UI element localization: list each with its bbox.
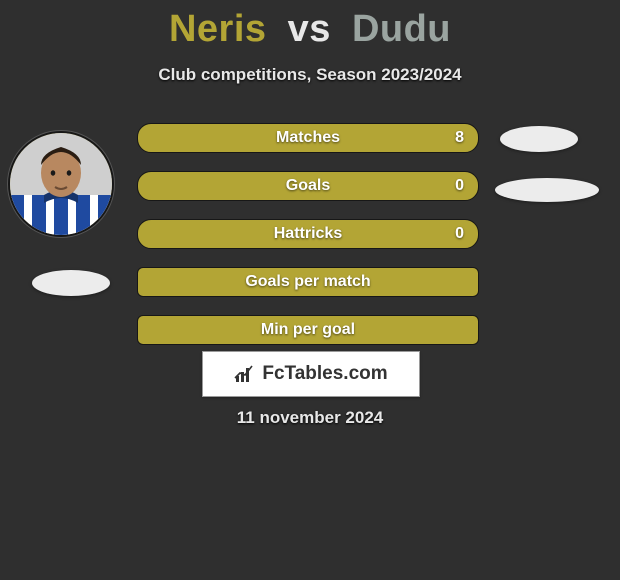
title-player2: Dudu — [352, 8, 451, 50]
bar-goals-per-match: Goals per match — [137, 267, 479, 297]
card-title: Neris vs Dudu — [0, 0, 620, 51]
stat-bars: Matches 8 Goals 0 Hattricks 0 Goals per … — [137, 123, 479, 363]
avatar-art — [10, 133, 112, 235]
generated-date: 11 november 2024 — [0, 408, 620, 428]
bar-goals: Goals 0 — [137, 171, 479, 201]
oval-player-right-1 — [500, 126, 578, 152]
title-vs: vs — [288, 8, 331, 50]
bar-label: Matches — [138, 124, 478, 152]
title-player1: Neris — [169, 8, 267, 50]
brand-badge[interactable]: FcTables.com — [202, 351, 420, 397]
comparison-card: Neris vs Dudu Club competitions, Season … — [0, 0, 620, 580]
bar-value: 0 — [455, 172, 464, 200]
bar-label: Min per goal — [138, 316, 478, 344]
bar-label: Hattricks — [138, 220, 478, 248]
player1-avatar — [8, 131, 114, 237]
bar-value: 8 — [455, 124, 464, 152]
bar-min-per-goal: Min per goal — [137, 315, 479, 345]
oval-player-left — [32, 270, 110, 296]
bar-chart-icon — [234, 364, 256, 384]
brand-text: FcTables.com — [262, 363, 387, 385]
bar-value: 0 — [455, 220, 464, 248]
bar-label: Goals per match — [138, 268, 478, 296]
subtitle: Club competitions, Season 2023/2024 — [0, 65, 620, 85]
bar-matches: Matches 8 — [137, 123, 479, 153]
bar-label: Goals — [138, 172, 478, 200]
oval-player-right-2 — [495, 178, 599, 202]
bar-hattricks: Hattricks 0 — [137, 219, 479, 249]
